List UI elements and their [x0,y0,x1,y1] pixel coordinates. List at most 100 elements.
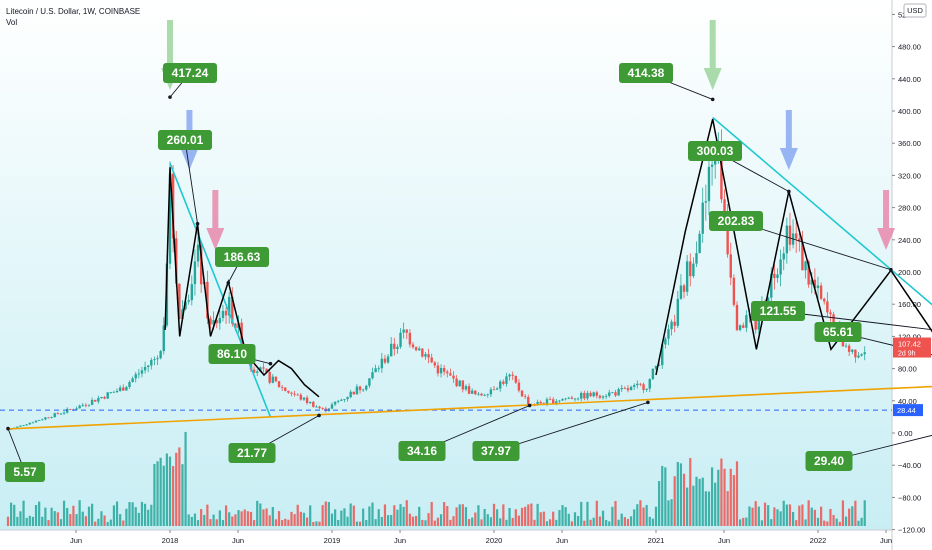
candle-body [47,417,50,419]
candle-body [539,401,542,404]
volume-bar [346,516,349,526]
volume-bar [648,516,651,526]
y-tick-label: 120.00 [898,332,921,341]
candle-body [561,399,564,401]
volume-bar [10,502,13,526]
candle-body [184,301,187,310]
volume-bar [464,507,468,526]
x-tick-label: Jun [70,536,82,545]
volume-bar [676,462,679,526]
candle-body [860,354,863,356]
volume-bar [390,515,393,526]
candle-body [181,309,184,319]
volume-bar [100,511,103,526]
volume-bar [147,509,150,526]
volume-bar [62,500,66,526]
annotation-leader [828,434,932,462]
volume-bar [187,514,190,526]
candle-body [555,401,558,404]
candle-body [365,385,368,390]
candle-body [648,379,651,389]
candle-body [134,374,137,379]
volume-bar [271,507,274,526]
candle-body [109,392,113,394]
annotation-badge [688,141,742,161]
volume-bar [707,491,711,526]
candle-body [439,367,443,374]
candle-body [78,405,81,409]
volume-bar [605,520,608,526]
volume-bar [112,505,116,526]
trendline-descending-2018 [169,163,272,418]
volume-bar [418,506,421,526]
volume-bar [477,505,480,526]
candle-body [25,424,28,426]
volume-bar [629,516,633,526]
currency-label: USD [907,6,923,15]
annotation-leader [495,402,649,452]
volume-bar [577,515,580,526]
annotation-leader [837,331,932,356]
annotation-badge [619,63,673,83]
current-price-badge [893,337,931,358]
candle-body [396,346,399,349]
volume-bar [237,510,240,526]
volume-bar [471,517,474,526]
volume-bar [499,518,502,526]
candle-body [527,397,530,405]
volume-bar [642,507,645,526]
candle-body [271,376,275,383]
candle-body [343,399,346,400]
candle-body [421,348,424,357]
volume-bar [156,461,159,526]
volume-bar [140,501,144,526]
volume-bar [408,513,411,526]
annotation-badge [805,451,853,471]
volume-bar [59,519,63,526]
trendline-descending-2021 [712,116,932,306]
volume-bar [505,519,508,526]
annotation-badge [751,301,805,321]
candle-body [657,365,661,366]
candle-body [738,325,742,331]
candle-body [206,281,209,319]
volume-bar [667,500,670,526]
volume-bar [299,511,302,526]
candle-body [94,399,97,402]
volume-bar [848,508,851,526]
volume-bar [168,456,172,526]
candle-body [844,345,848,347]
candle-body [53,413,56,418]
volume-bar [458,504,461,526]
volume-bar [757,506,760,526]
annotation-badge [5,462,45,482]
volume-bar [714,482,717,526]
down-arrow-icon [877,190,896,250]
candle-body [685,261,689,292]
candle-body [340,399,343,401]
volume-bar [206,504,209,526]
volume-bar [689,458,692,526]
down-arrow-icon [779,110,798,170]
x-tick-label: Jun [556,536,568,545]
volume-bar [598,516,602,526]
candle-body [854,349,857,358]
volume-bar [611,506,614,526]
volume-bar [66,507,69,526]
volume-bar [589,519,592,526]
candle-body [779,259,782,275]
volume-bar [305,517,309,526]
volume-bar [661,465,664,526]
volume-bar [561,505,564,526]
candle-body [427,354,430,358]
candle-body [701,202,704,234]
x-tick-label: 2019 [324,536,341,545]
candle-body [823,298,826,302]
volume-bar [511,517,514,526]
candle-body [90,399,94,405]
candle-body [262,367,265,369]
volume-bar [542,511,545,526]
annotation-point [710,97,715,102]
annotation-badge [472,441,520,461]
